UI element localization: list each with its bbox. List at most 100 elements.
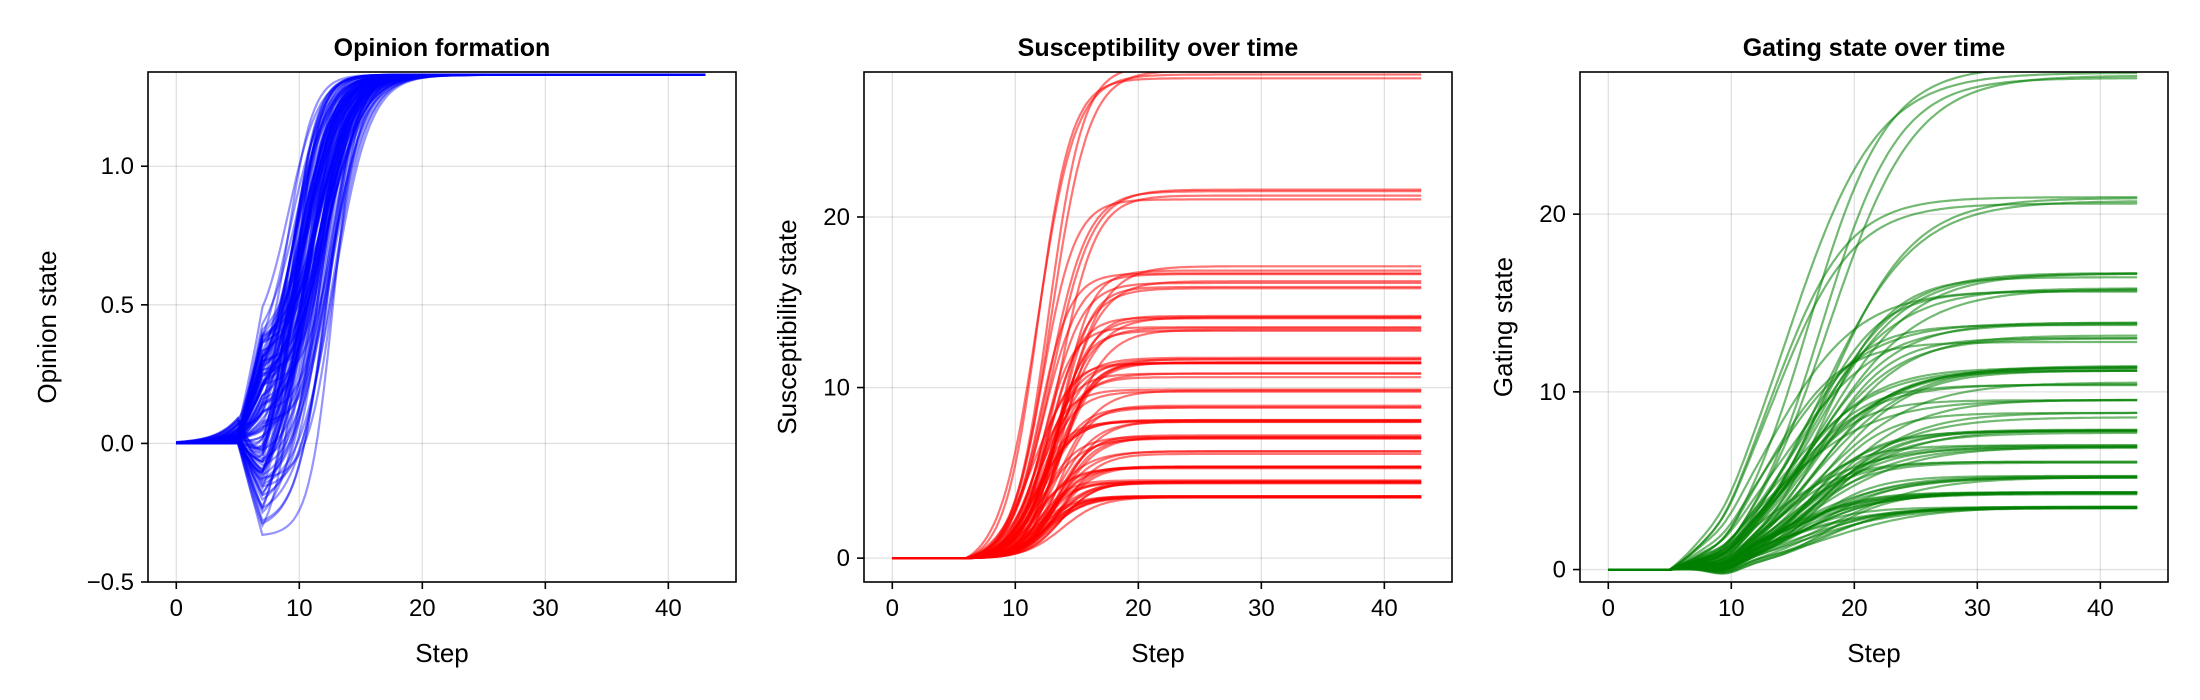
series-line bbox=[176, 73, 706, 445]
series-line bbox=[176, 73, 706, 455]
series-line bbox=[176, 73, 706, 445]
series-line bbox=[1608, 491, 2138, 571]
x-tick-label: 10 bbox=[286, 595, 313, 622]
series-line bbox=[176, 73, 706, 474]
series-line bbox=[176, 73, 706, 529]
series-line bbox=[176, 73, 706, 445]
series-line bbox=[892, 356, 1422, 560]
plot-frame bbox=[863, 71, 1453, 583]
series-line bbox=[1608, 399, 2138, 571]
x-tick-label: 30 bbox=[1964, 595, 1991, 622]
y-axis-label: Susceptibility state bbox=[772, 219, 802, 434]
series-line bbox=[176, 73, 706, 445]
series-line bbox=[892, 495, 1422, 560]
series-line bbox=[1608, 399, 2138, 571]
series-line bbox=[176, 73, 706, 444]
series-line bbox=[892, 495, 1422, 560]
series-line bbox=[176, 73, 706, 445]
series-line bbox=[892, 420, 1422, 560]
series-line bbox=[892, 480, 1422, 560]
y-tick-label: 10 bbox=[823, 375, 850, 402]
axis-ticks: 0 10 20 30 40 0 10 20 bbox=[1539, 201, 2113, 622]
y-tick-label: −0.5 bbox=[87, 569, 134, 596]
series-line bbox=[176, 73, 706, 445]
series-line bbox=[892, 481, 1422, 560]
series-line bbox=[176, 73, 706, 486]
series-line bbox=[176, 73, 706, 445]
series-line bbox=[892, 495, 1422, 560]
series-line bbox=[892, 419, 1422, 560]
y-axis-label: Opinion state bbox=[32, 250, 62, 403]
series-line bbox=[176, 73, 706, 510]
series-line bbox=[176, 73, 706, 445]
x-tick-label: 40 bbox=[2087, 595, 2114, 622]
series-line bbox=[176, 73, 706, 444]
series-line bbox=[176, 73, 706, 444]
series-line bbox=[176, 73, 706, 445]
series-line bbox=[176, 73, 706, 473]
series-line bbox=[892, 480, 1422, 560]
axis-ticks: 0 10 20 30 40 0 10 20 bbox=[823, 204, 1397, 622]
series-line bbox=[176, 73, 706, 445]
series-line bbox=[892, 198, 1422, 560]
y-tick-label: 0 bbox=[1553, 557, 1566, 584]
series-line bbox=[176, 73, 706, 444]
series-line bbox=[176, 73, 706, 461]
x-tick-label: 30 bbox=[532, 595, 559, 622]
series-line bbox=[892, 77, 1422, 560]
series-line bbox=[176, 73, 706, 445]
series-line bbox=[176, 73, 706, 445]
series-line bbox=[176, 73, 706, 445]
series-line bbox=[176, 73, 706, 449]
series-line bbox=[892, 495, 1422, 560]
series-line bbox=[176, 73, 706, 445]
series-line bbox=[176, 73, 706, 445]
series-line bbox=[176, 73, 706, 444]
series-lines bbox=[892, 72, 1422, 560]
series-line bbox=[892, 420, 1422, 560]
series-line bbox=[892, 269, 1422, 560]
series-line bbox=[176, 73, 706, 444]
series-line bbox=[176, 73, 706, 471]
series-line bbox=[176, 73, 706, 448]
series-line bbox=[892, 265, 1422, 560]
series-line bbox=[176, 73, 706, 445]
series-line bbox=[176, 73, 706, 457]
x-tick-label: 10 bbox=[1718, 595, 1745, 622]
x-tick-label: 20 bbox=[1841, 595, 1868, 622]
series-line bbox=[176, 73, 706, 464]
series-line bbox=[892, 495, 1422, 560]
series-line bbox=[176, 73, 706, 445]
grid bbox=[148, 72, 736, 583]
y-tick-label: 20 bbox=[1539, 201, 1566, 228]
series-line bbox=[176, 73, 706, 445]
series-line bbox=[1608, 289, 2138, 571]
series-line bbox=[1608, 506, 2138, 572]
chart-title: Gating state over time bbox=[1743, 34, 2006, 62]
series-line bbox=[176, 73, 706, 444]
y-tick-label: 0.5 bbox=[101, 292, 134, 319]
series-line bbox=[176, 73, 706, 445]
series-line bbox=[892, 479, 1422, 560]
series-line bbox=[892, 418, 1422, 560]
series-line bbox=[176, 73, 706, 445]
series-line bbox=[892, 73, 1422, 560]
chart-title: Susceptibility over time bbox=[1018, 34, 1299, 62]
series-line bbox=[176, 73, 706, 444]
series-line bbox=[176, 73, 706, 445]
series-line bbox=[176, 73, 706, 445]
series-line bbox=[892, 481, 1422, 560]
series-line bbox=[892, 361, 1422, 560]
series-line bbox=[1608, 72, 2138, 571]
series-line bbox=[176, 73, 706, 467]
series-line bbox=[176, 73, 706, 445]
series-line bbox=[176, 73, 706, 445]
series-line bbox=[176, 73, 706, 491]
series-line bbox=[176, 73, 706, 444]
x-tick-label: 0 bbox=[886, 595, 899, 622]
series-line bbox=[176, 73, 706, 512]
series-line bbox=[176, 73, 706, 445]
series-line bbox=[1608, 398, 2138, 571]
series-line bbox=[892, 482, 1422, 560]
